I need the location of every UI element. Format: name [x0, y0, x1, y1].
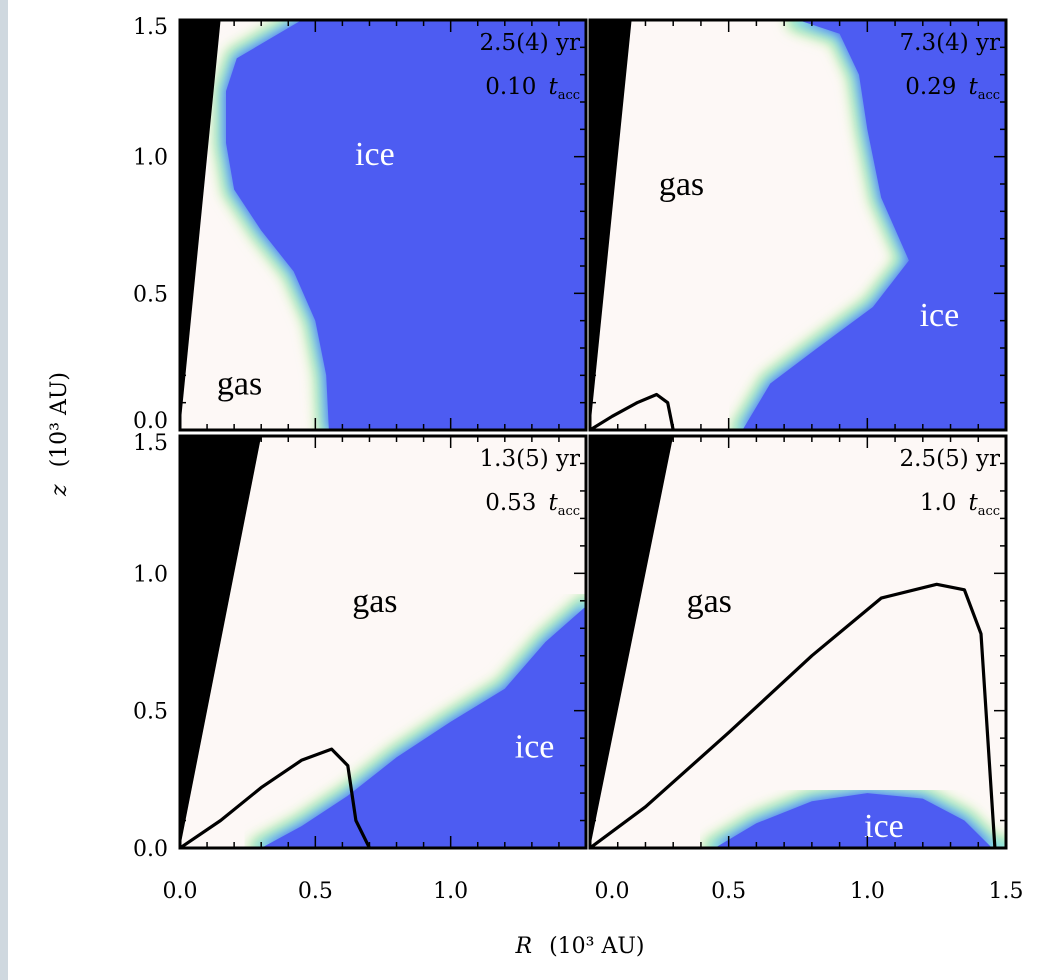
outflow-cavity: [590, 20, 632, 430]
tacc-symbol: t: [968, 490, 978, 516]
tacc-symbol: t: [968, 74, 978, 100]
ice-core: [261, 606, 586, 848]
time-label: 2.5(4) yr: [480, 30, 580, 56]
panel-bottom-left: gas ice: [180, 436, 586, 848]
tacc-subscript: acc: [978, 88, 1000, 103]
region-label-ice: ice: [920, 297, 960, 334]
region-label-gas: gas: [687, 583, 732, 620]
axes-layer: R (10³ AU) z (10³ AU) 0.00.51.01.50.00.5…: [47, 15, 1024, 959]
tacc-symbol: t: [548, 74, 558, 100]
region-label-ice: ice: [864, 808, 904, 845]
ice-region-top-right: [729, 20, 1006, 430]
contour-line: [590, 582, 997, 848]
y-tick-label: 1.5: [133, 431, 168, 456]
tacc-fraction: 1.0: [920, 490, 957, 516]
region-label-gas: gas: [352, 583, 397, 620]
tacc-fraction: 0.29: [905, 74, 956, 100]
panel-ticks: [179, 435, 587, 849]
x-axis-symbol: R: [515, 934, 533, 959]
x-tick-label: 1.5: [989, 879, 1024, 904]
tacc-subscript: acc: [558, 88, 580, 103]
region-label-gas: gas: [659, 166, 704, 203]
panel-frame: [178, 434, 588, 850]
panel-frame: [178, 18, 588, 432]
region-label-ice: ice: [515, 728, 555, 765]
ice-core: [226, 20, 586, 430]
x-tick-label: 0.5: [298, 879, 333, 904]
x-tick-label: 0.0: [163, 879, 198, 904]
y-tick-label: 1.0: [133, 146, 168, 171]
figure-canvas: gas ice 2.5(4) yr 0.10 tacc gas ice 7.3(4) yr 0.…: [8, 0, 1038, 980]
contour-line: [590, 392, 675, 430]
y-tick-label: 1.0: [133, 562, 168, 587]
y-tick-label: 0.5: [133, 282, 168, 307]
tacc-subscript: acc: [558, 504, 580, 519]
tacc-fraction: 0.53: [485, 490, 536, 516]
y-tick-label: 0.0: [133, 837, 168, 862]
panel-bottom-right: gas ice: [590, 436, 1006, 848]
x-tick-label: 0.0: [595, 879, 630, 904]
panel-ticks: [589, 19, 1007, 431]
x-tick-label: 0.5: [711, 879, 746, 904]
tacc-label: 1.0 tacc: [920, 490, 1000, 519]
ice-region-bottom-left: [248, 593, 586, 848]
panel-top-left: gas ice: [180, 20, 586, 430]
panel-top-right: gas ice: [590, 20, 1006, 430]
time-label: 7.3(4) yr: [900, 30, 1000, 56]
y-tick-label: 0.0: [133, 409, 168, 434]
panel-ticks: [589, 435, 1007, 849]
tacc-label: 0.29 tacc: [905, 74, 1000, 103]
contour-line: [180, 747, 372, 848]
outflow-cavity: [180, 20, 221, 430]
region-label-gas: gas: [217, 365, 262, 402]
ice-core: [742, 20, 1006, 430]
y-tick-label: 1.5: [133, 15, 168, 40]
panel-frame: [588, 18, 1008, 432]
time-label: 2.5(5) yr: [900, 446, 1000, 472]
tacc-label: 0.10 tacc: [485, 74, 580, 103]
x-tick-label: 1.0: [850, 879, 885, 904]
y-tick-label: 0.5: [133, 700, 168, 725]
panel-ticks: [179, 19, 587, 431]
y-axis-symbol: z: [47, 484, 72, 497]
time-label: 1.3(5) yr: [480, 446, 580, 472]
x-axis-title: R (10³ AU): [515, 934, 645, 959]
y-axis-title: z (10³ AU): [47, 372, 72, 497]
region-label-ice: ice: [355, 136, 395, 173]
outflow-cavity: [590, 436, 674, 848]
panel-frame: [588, 434, 1008, 850]
ice-region-bottom-right: [701, 780, 1006, 848]
tacc-label: 0.53 tacc: [485, 490, 580, 519]
ice-core: [714, 793, 1006, 848]
x-axis-unit: (10³ AU): [549, 934, 644, 959]
tacc-symbol: t: [548, 490, 558, 516]
tacc-fraction: 0.10: [485, 74, 536, 100]
tacc-subscript: acc: [978, 504, 1000, 519]
outflow-cavity: [180, 436, 262, 848]
ice-region-top-left: [213, 20, 586, 430]
x-tick-label: 1.0: [433, 879, 468, 904]
y-axis-unit: (10³ AU): [47, 372, 72, 467]
